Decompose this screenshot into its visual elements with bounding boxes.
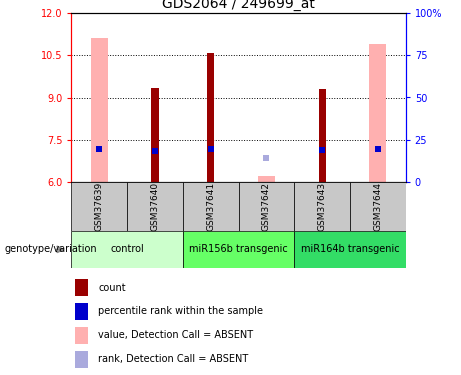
Bar: [319, 89, 326, 182]
Text: genotype/variation: genotype/variation: [5, 244, 97, 254]
Bar: [294, 182, 350, 231]
Bar: [258, 176, 275, 182]
Text: GSM37640: GSM37640: [150, 182, 160, 231]
Bar: [75, 351, 88, 368]
Point: [151, 148, 159, 154]
Bar: [369, 44, 386, 182]
Text: control: control: [110, 244, 144, 254]
Bar: [75, 303, 88, 320]
Bar: [238, 182, 294, 231]
Text: miR156b transgenic: miR156b transgenic: [189, 244, 288, 254]
Bar: [75, 327, 88, 344]
Bar: [183, 182, 238, 231]
Text: GSM37643: GSM37643: [318, 182, 327, 231]
Point: [263, 155, 270, 161]
Text: count: count: [98, 283, 126, 292]
Bar: [91, 39, 108, 182]
Text: percentile rank within the sample: percentile rank within the sample: [98, 306, 263, 316]
Point: [207, 146, 214, 152]
Point: [374, 146, 382, 152]
Bar: [71, 182, 127, 231]
Text: rank, Detection Call = ABSENT: rank, Detection Call = ABSENT: [98, 354, 248, 364]
Text: GSM37639: GSM37639: [95, 182, 104, 231]
Point: [319, 147, 326, 153]
Bar: [151, 88, 159, 182]
Bar: [71, 231, 183, 268]
Point: [95, 146, 103, 152]
Text: miR164b transgenic: miR164b transgenic: [301, 244, 399, 254]
Text: value, Detection Call = ABSENT: value, Detection Call = ABSENT: [98, 330, 253, 340]
Title: GDS2064 / 249699_at: GDS2064 / 249699_at: [162, 0, 315, 11]
Bar: [127, 182, 183, 231]
Text: GSM37641: GSM37641: [206, 182, 215, 231]
Bar: [207, 53, 214, 182]
Bar: [183, 231, 294, 268]
Bar: [350, 182, 406, 231]
Bar: [294, 231, 406, 268]
Text: GSM37642: GSM37642: [262, 182, 271, 231]
Bar: [75, 279, 88, 296]
Text: GSM37644: GSM37644: [373, 182, 382, 231]
